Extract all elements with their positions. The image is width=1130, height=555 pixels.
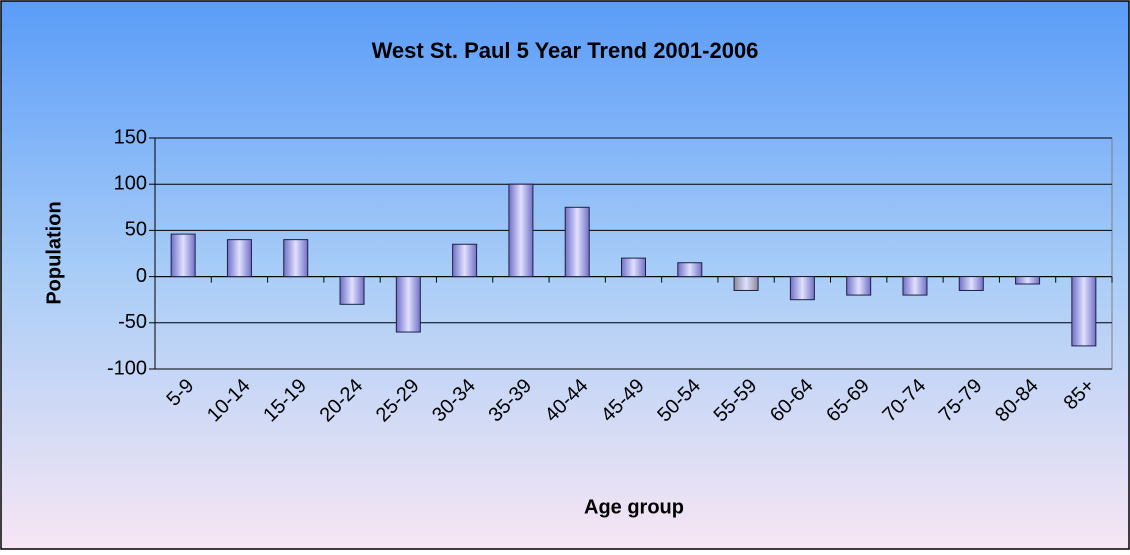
bar: [789, 276, 815, 301]
bar: [508, 183, 534, 278]
bar: [226, 239, 252, 278]
y-tick-label: -50: [118, 311, 147, 333]
bar: [283, 239, 309, 278]
bar: [621, 257, 646, 278]
bar: [958, 276, 984, 291]
bar: [1015, 276, 1041, 285]
bar: [733, 276, 759, 291]
bar: [564, 206, 590, 278]
bar: [452, 243, 478, 278]
y-tick-label: 0: [136, 265, 147, 287]
y-axis-label: Population: [43, 201, 65, 304]
y-tick-label: 150: [114, 126, 147, 148]
bar: [170, 233, 196, 278]
chart-title: West St. Paul 5 Year Trend 2001-2006: [372, 38, 759, 63]
x-axis-label: Age group: [584, 496, 684, 518]
y-tick-label: -100: [107, 357, 147, 379]
y-tick-label: 50: [125, 219, 147, 241]
bar: [846, 276, 872, 296]
bar: [1071, 276, 1097, 347]
bar: [339, 276, 365, 305]
bar: [395, 276, 421, 333]
bar: [677, 262, 703, 278]
bar: [902, 276, 928, 296]
y-tick-label: 100: [114, 172, 147, 194]
